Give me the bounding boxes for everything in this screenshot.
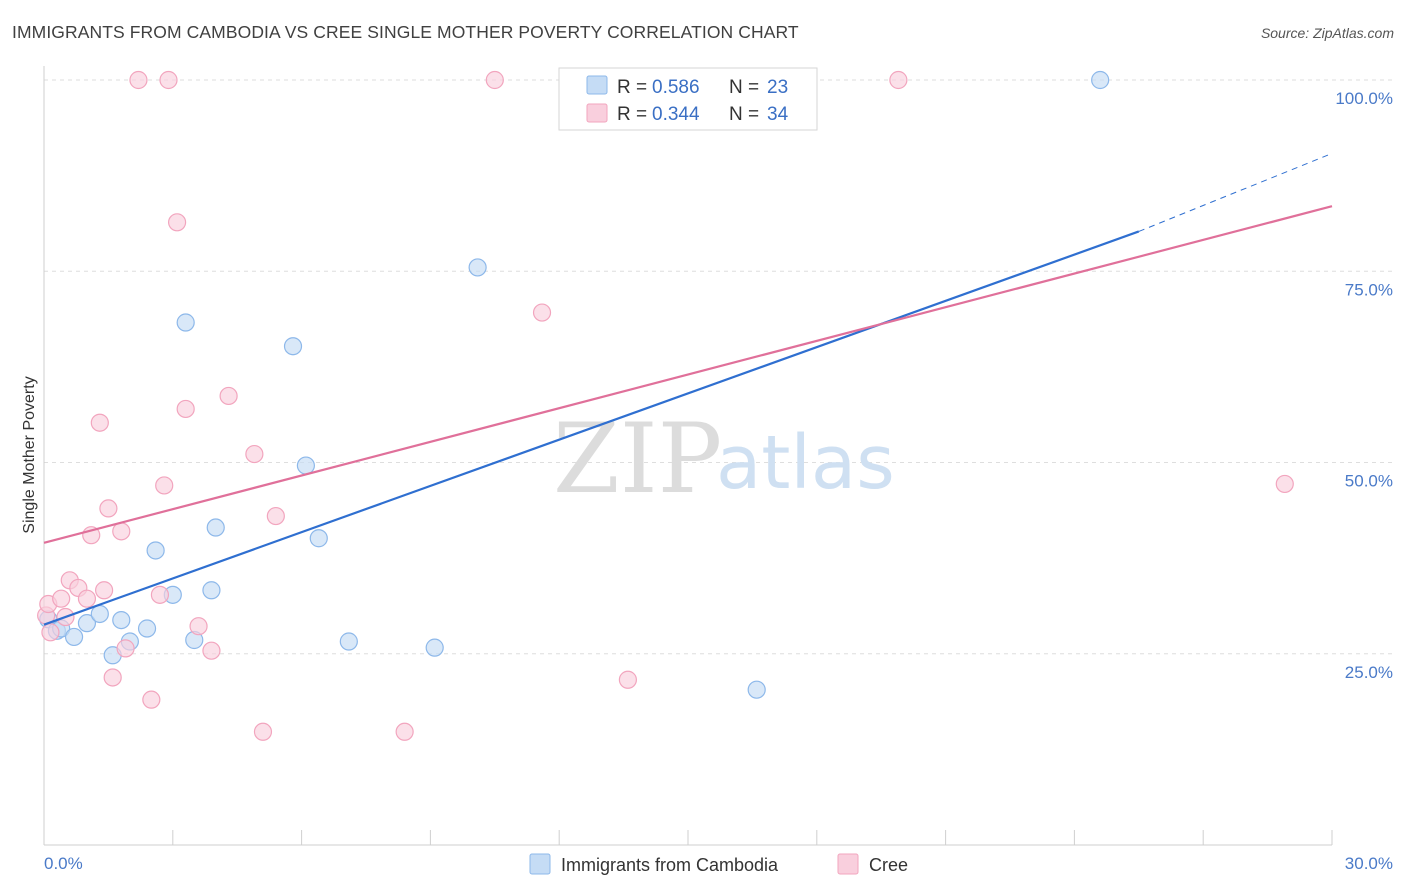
point-cree bbox=[150, 585, 170, 604]
watermark: ZIP atlas bbox=[553, 403, 895, 515]
point-cree bbox=[99, 499, 118, 518]
x-tick-marks bbox=[172, 830, 1333, 845]
y-tick-label: 75.0% bbox=[1345, 280, 1393, 299]
chart-title: IMMIGRANTS FROM CAMBODIA VS CREE SINGLE … bbox=[12, 22, 799, 42]
legend-swatch-series-cree bbox=[837, 853, 859, 875]
legend-swatch-series-cambodia bbox=[529, 853, 551, 875]
trend-line-cambodia-extension bbox=[1138, 152, 1333, 232]
point-cree bbox=[159, 70, 178, 90]
point-cree bbox=[41, 623, 60, 642]
point-cree bbox=[52, 589, 71, 608]
y-axis-label: Single Mother Poverty bbox=[21, 376, 38, 533]
point-cree bbox=[618, 670, 637, 689]
watermark-atlas: atlas bbox=[716, 420, 895, 506]
legend-swatch-cambodia bbox=[586, 75, 608, 95]
point-cree bbox=[266, 506, 285, 526]
point-cambodia bbox=[1091, 70, 1110, 90]
legend-r-label-cambodia: R = bbox=[617, 77, 647, 98]
x-tick-label-max: 30.0% bbox=[1345, 854, 1393, 873]
point-cree bbox=[90, 413, 109, 432]
point-cambodia bbox=[176, 313, 195, 332]
watermark-zip: ZIP bbox=[553, 403, 722, 515]
source-label: Source: ZipAtlas.com bbox=[1260, 25, 1394, 41]
point-cree bbox=[395, 722, 414, 741]
y-tick-label: 50.0% bbox=[1345, 472, 1393, 491]
series-legend: Immigrants from Cambodia Cree bbox=[529, 853, 908, 875]
point-cree bbox=[1275, 474, 1294, 494]
point-cree bbox=[532, 303, 552, 322]
point-cambodia bbox=[309, 529, 328, 548]
point-cambodia bbox=[206, 518, 225, 537]
point-cree bbox=[202, 641, 221, 660]
x-tick-label-min: 0.0% bbox=[44, 854, 83, 873]
point-cree bbox=[176, 399, 195, 419]
legend-n-value-cree: 34 bbox=[767, 104, 789, 125]
point-cree bbox=[253, 722, 273, 741]
point-cambodia bbox=[425, 638, 444, 657]
correlation-legend: R = 0.586 N = 23 R = 0.344 N = 34 bbox=[558, 67, 818, 131]
trend-line-cambodia bbox=[43, 230, 1140, 626]
legend-n-label-cree: N = bbox=[729, 104, 759, 125]
point-cree bbox=[129, 70, 148, 90]
y-tick-label: 100.0% bbox=[1335, 89, 1393, 108]
legend-label-cambodia: Immigrants from Cambodia bbox=[561, 855, 779, 875]
point-cambodia bbox=[146, 541, 165, 560]
point-cambodia bbox=[339, 632, 358, 651]
trend-lines bbox=[43, 152, 1333, 626]
point-cree bbox=[167, 213, 187, 232]
point-cree bbox=[112, 522, 131, 541]
legend-n-label-cambodia: N = bbox=[729, 77, 759, 98]
data-points bbox=[37, 70, 1294, 741]
point-cambodia bbox=[202, 581, 221, 600]
y-tick-label: 25.0% bbox=[1345, 663, 1393, 682]
point-cambodia bbox=[77, 614, 97, 633]
point-cree bbox=[245, 444, 264, 464]
point-cree bbox=[77, 589, 97, 608]
point-cree bbox=[103, 668, 122, 687]
point-cambodia bbox=[296, 456, 315, 475]
point-cambodia bbox=[112, 610, 131, 630]
point-cambodia bbox=[468, 258, 487, 277]
point-cree bbox=[485, 70, 504, 90]
point-cree bbox=[95, 581, 114, 600]
legend-r-value-cambodia: 0.586 bbox=[652, 77, 700, 98]
legend-n-value-cambodia: 23 bbox=[767, 77, 788, 98]
point-cree bbox=[155, 476, 174, 495]
y-tick-labels: 25.0% 50.0% 75.0% 100.0% bbox=[1335, 89, 1393, 682]
point-cambodia bbox=[137, 619, 157, 638]
point-cree bbox=[219, 386, 238, 406]
point-cambodia bbox=[64, 627, 84, 647]
point-cree bbox=[142, 690, 161, 709]
point-cree bbox=[889, 70, 908, 90]
legend-label-cree: Cree bbox=[869, 855, 908, 875]
trend-line-cree bbox=[43, 205, 1333, 544]
point-cree bbox=[116, 639, 135, 658]
point-cambodia bbox=[747, 680, 766, 699]
point-cambodia bbox=[283, 337, 303, 356]
point-cree bbox=[189, 617, 208, 636]
point-cambodia bbox=[90, 604, 109, 624]
legend-r-value-cree: 0.344 bbox=[652, 104, 700, 125]
legend-swatch-cree bbox=[586, 103, 608, 123]
legend-r-label-cree: R = bbox=[617, 104, 647, 125]
